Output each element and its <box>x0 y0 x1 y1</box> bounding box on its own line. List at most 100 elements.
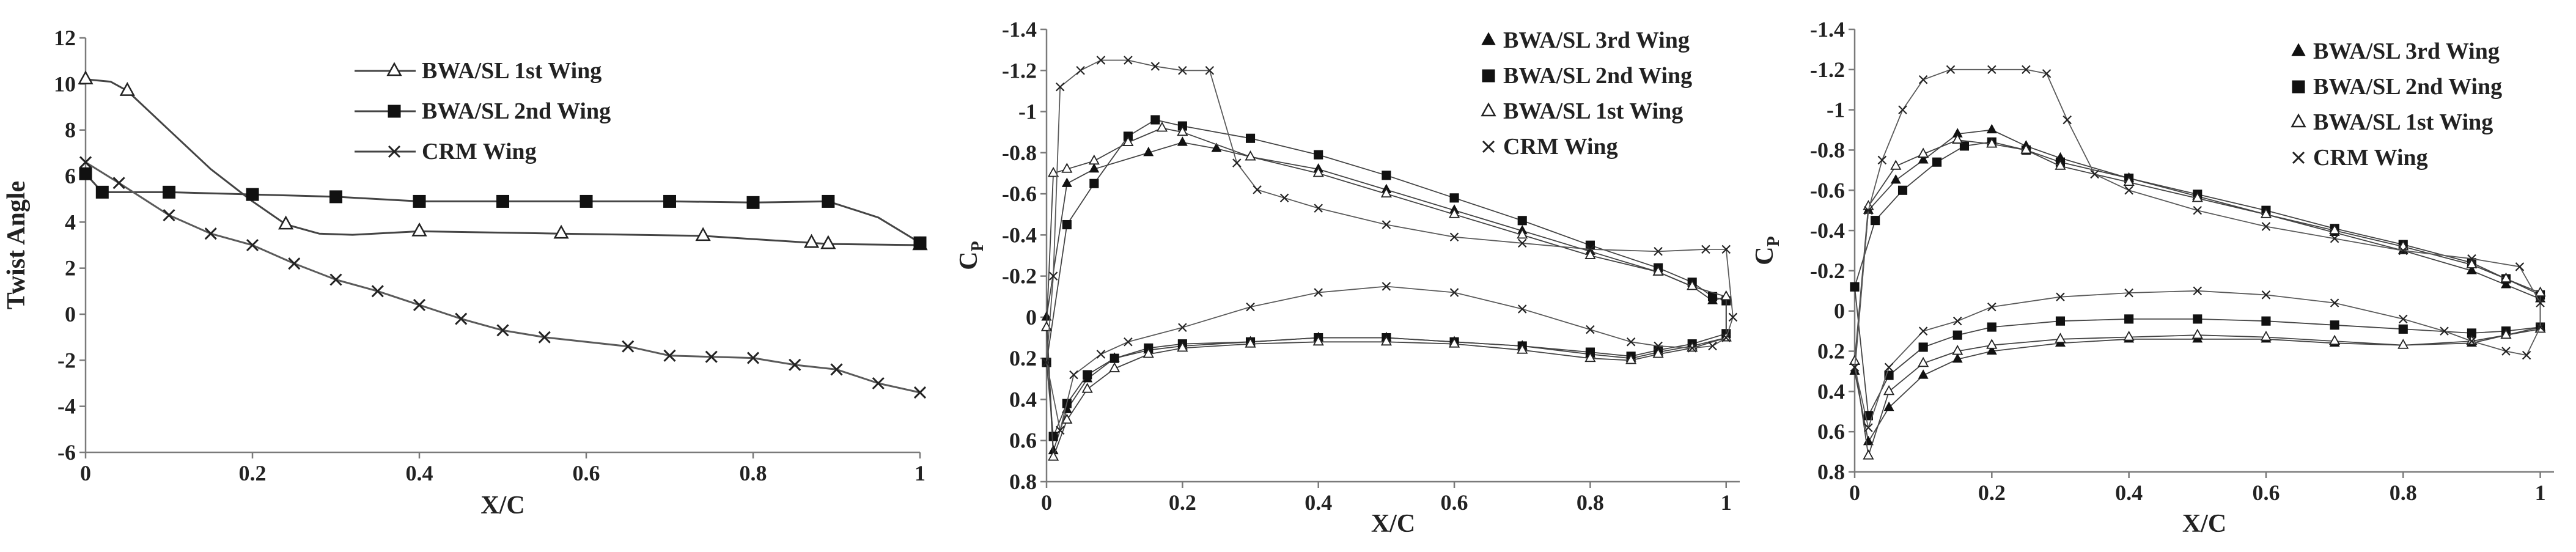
x-tick-label: 0.2 <box>1978 480 2006 505</box>
y-tick-label: -0.6 <box>1002 182 1037 206</box>
data-point <box>1314 204 1323 213</box>
data-point <box>1585 325 1595 334</box>
y-tick-label: -0.4 <box>1810 218 1845 243</box>
data-point <box>1932 157 1942 167</box>
series-1 <box>1849 124 2545 446</box>
series-2 <box>79 167 927 249</box>
y-tick-label: -1.4 <box>1810 17 1845 42</box>
legend-marker <box>2292 151 2305 164</box>
y-tick-label: 0.6 <box>1817 419 1845 444</box>
y-axis-label: CP <box>955 241 987 270</box>
data-point <box>412 223 427 237</box>
data-point <box>1314 150 1323 160</box>
axes-layer: -1.4-1.2-1-0.8-0.6-0.4-0.200.20.40.60.80… <box>1002 17 1740 515</box>
data-point <box>1585 240 1595 250</box>
data-point <box>1897 105 1908 115</box>
data-point <box>1110 353 1119 363</box>
series-2 <box>1850 137 2545 421</box>
data-point <box>580 194 593 208</box>
data-point <box>112 176 126 190</box>
legend-label: BWA/SL 3rd Wing <box>1503 28 1690 53</box>
series-4 <box>1850 65 2545 433</box>
y-axis-label-main: C <box>955 251 983 270</box>
legend-item: CRM Wing <box>1482 134 1618 160</box>
legend-label: BWA/SL 2nd Wing <box>1503 63 1692 89</box>
series-4 <box>1042 55 1738 435</box>
legend: BWA/SL 3rd Wing BWA/SL 2nd Wing BWA/SL 1… <box>2291 39 2502 171</box>
x-tick-label: 0.6 <box>1441 490 1468 515</box>
y-tick-label: -1 <box>1018 100 1037 124</box>
data-point <box>246 238 259 252</box>
series-line <box>85 161 921 394</box>
data-point <box>913 236 927 249</box>
series-3 <box>1849 134 2546 460</box>
data-point <box>2330 320 2339 330</box>
y-tick-label: 0.2 <box>1009 346 1037 370</box>
data-point <box>1863 450 1874 460</box>
data-point <box>1883 402 1894 411</box>
data-point <box>554 225 569 239</box>
legend-item: BWA/SL 2nd Wing <box>355 98 611 124</box>
legend-marker <box>387 62 402 76</box>
y-tick-label: 0.2 <box>1817 339 1845 364</box>
legend-label: BWA/SL 2nd Wing <box>422 98 611 124</box>
data-point <box>1150 115 1160 125</box>
data-point <box>1076 65 1086 75</box>
x-tick-label: 0.2 <box>239 461 267 485</box>
series-line <box>1854 141 2541 416</box>
data-point <box>1871 216 1880 226</box>
series-line <box>1046 59 1734 431</box>
data-point <box>329 273 342 286</box>
data-point <box>1863 436 1874 446</box>
y-tick-label: -0.2 <box>1002 264 1037 289</box>
legend-item: BWA/SL 2nd Wing <box>2292 74 2502 100</box>
data-point <box>2192 329 2203 339</box>
data-point <box>1891 174 1901 184</box>
data-point <box>1232 158 1242 168</box>
data-point <box>1062 219 1072 230</box>
data-point <box>246 188 259 201</box>
legend-marker <box>388 105 401 118</box>
y-tick-label: -0.4 <box>1002 223 1037 247</box>
data-point <box>2124 185 2134 195</box>
x-tick-label: 0.8 <box>1577 490 1604 515</box>
legend-marker <box>1482 69 1495 83</box>
legend-item: BWA/SL 1st Wing <box>2291 109 2493 135</box>
data-point <box>2089 169 2100 179</box>
legend-item: BWA/SL 3rd Wing <box>1481 28 1690 53</box>
series-line <box>1854 68 2541 429</box>
legend-label: BWA/SL 1st Wing <box>2313 109 2493 135</box>
data-point <box>1517 304 1527 314</box>
data-point <box>1987 322 1996 332</box>
series-line <box>1854 139 2541 457</box>
data-point <box>78 71 93 85</box>
data-point <box>1883 385 1894 396</box>
y-tick-label: 0 <box>1026 305 1037 329</box>
data-point <box>1082 383 1093 393</box>
data-point <box>278 216 293 230</box>
y-tick-label: -1.4 <box>1002 17 1037 42</box>
data-point <box>1245 302 1256 312</box>
chart-panel-cp-b: -1.4-1.2-1-0.8-0.6-0.4-0.200.20.40.60.80… <box>1751 17 2554 538</box>
x-tick-label: 0.2 <box>1169 490 1196 515</box>
y-tick-label: -1.2 <box>1810 57 1845 82</box>
x-tick-label: 0.8 <box>740 461 767 485</box>
data-point <box>663 194 676 208</box>
y-tick-label: -0.6 <box>1810 178 1845 202</box>
x-tick-label: 0 <box>80 461 91 485</box>
data-point <box>1918 326 1928 336</box>
data-point <box>1877 155 1887 165</box>
series-line <box>85 78 921 246</box>
y-tick-label: 0.8 <box>1817 460 1845 484</box>
y-tick-label: -0.2 <box>1810 259 1845 283</box>
data-point <box>1449 193 1459 203</box>
data-point <box>163 208 175 222</box>
x-tick-label: 0.6 <box>2252 480 2280 505</box>
data-point <box>2193 314 2202 324</box>
data-point <box>1089 178 1099 188</box>
y-tick-label: -1.2 <box>1002 58 1037 83</box>
y-tick-label: -2 <box>57 348 76 372</box>
data-point <box>822 194 835 208</box>
data-point <box>1986 339 1997 349</box>
